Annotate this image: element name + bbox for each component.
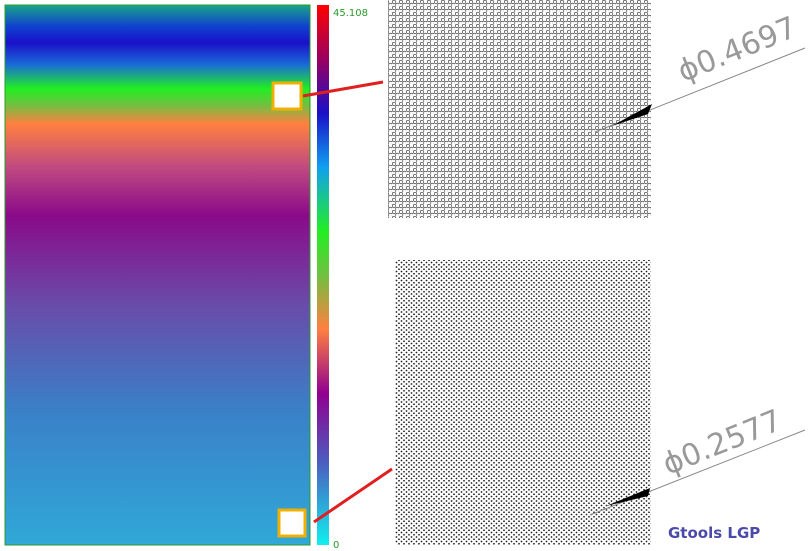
- arrow: [612, 104, 652, 126]
- zoom-pattern: [395, 260, 651, 545]
- connector: [302, 80, 384, 98]
- connector: [313, 467, 393, 524]
- dimension-label: ϕ0.2577: [658, 403, 787, 482]
- sample-marker: [271, 81, 303, 111]
- arrow: [606, 488, 650, 506]
- colorbar-min: 0: [333, 540, 339, 551]
- sample-marker: [277, 508, 307, 538]
- watermark: Gtools LGP: [668, 524, 760, 542]
- heatmap: [4, 4, 311, 546]
- colorbar: [317, 5, 329, 545]
- colorbar-max: 45.108: [333, 8, 368, 19]
- dimension-label: ϕ0.4697: [673, 10, 802, 89]
- zoom-pattern: [388, 0, 651, 218]
